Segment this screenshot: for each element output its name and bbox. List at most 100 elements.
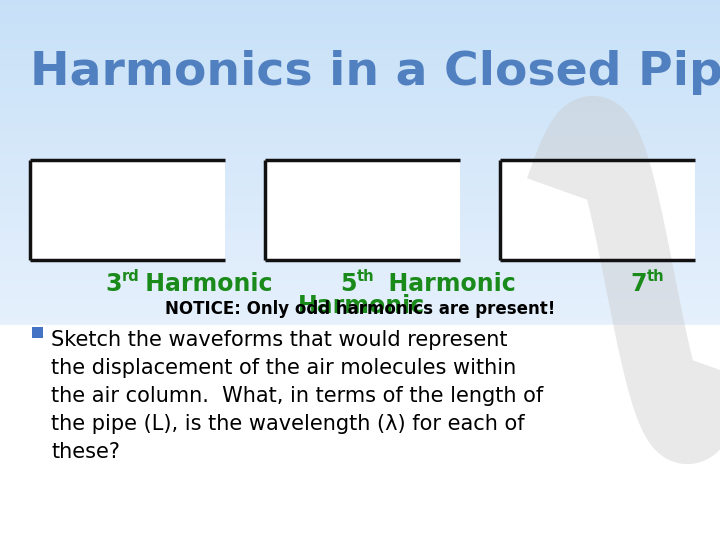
Bar [0,378,720,380]
Bar [0,92,720,93]
Bar [0,254,720,255]
Bar [0,443,720,444]
Bar [0,97,720,99]
Bar [0,0,720,2]
Bar [0,312,720,313]
Bar [0,59,720,61]
Bar [0,353,720,355]
Bar [0,393,720,394]
Bar [0,54,720,56]
Bar [0,119,720,120]
Bar [0,331,720,333]
Bar [0,70,720,72]
Bar [0,320,720,322]
Bar [0,490,720,491]
Bar [0,147,720,150]
Bar [0,274,720,275]
Bar [0,518,720,520]
Bar [0,342,720,344]
Bar [0,477,720,479]
Text: th: th [357,269,374,284]
Bar [0,200,720,201]
Bar [0,313,720,315]
Bar [0,488,720,490]
Bar [0,301,720,302]
Bar [0,164,720,166]
Bar [0,484,720,486]
Bar [0,139,720,140]
Bar [0,120,720,123]
Bar [0,491,720,493]
Bar [0,520,720,522]
Bar [0,220,720,221]
Bar [0,108,720,110]
Bar [0,423,720,425]
Bar [0,58,720,59]
Text: these?: these? [51,442,120,462]
Bar [0,74,720,76]
Bar [0,56,720,58]
Bar [0,157,720,158]
Bar [0,130,720,131]
Bar [0,103,720,104]
Bar [0,223,720,225]
Bar [0,49,720,50]
Bar [0,531,720,533]
Bar [0,517,720,518]
Bar [0,11,720,12]
Bar [0,382,720,383]
Bar [0,113,720,115]
Bar [0,329,720,331]
Bar [0,72,720,74]
Bar [0,22,720,23]
Bar [0,535,720,536]
Bar [0,501,720,502]
Bar [0,144,720,146]
Bar [0,513,720,515]
Bar [0,302,720,304]
Bar [0,81,720,83]
Bar [0,434,720,436]
Bar [0,173,720,174]
Bar [0,110,720,112]
Bar [0,239,720,241]
Bar [0,234,720,236]
Bar [0,162,720,164]
Bar [0,167,720,169]
Bar [0,509,720,511]
Bar [0,409,720,410]
Bar [0,272,720,274]
Bar [0,367,720,369]
Bar [0,297,720,299]
Bar [0,270,720,272]
Bar [0,293,720,295]
Bar [0,123,720,124]
PathPatch shape [527,96,720,464]
Bar [0,12,720,15]
Bar [0,432,720,434]
Bar [0,474,720,475]
Bar [0,2,720,4]
Bar [0,31,720,32]
Bar [0,124,720,126]
Bar [0,142,720,144]
Bar [0,304,720,306]
Bar [0,221,720,223]
Bar [0,335,720,336]
Text: Harmonic: Harmonic [137,272,272,296]
Bar [0,250,720,252]
Bar [0,417,720,420]
Bar [0,362,720,363]
Bar [0,166,720,167]
Bar [0,216,720,218]
Bar [0,400,720,401]
Bar [0,96,720,97]
Bar [0,104,720,106]
Bar [0,282,720,285]
Bar [0,292,720,293]
Bar [0,265,720,266]
Bar [0,407,720,409]
Bar [0,506,720,508]
Bar [0,390,720,393]
Bar [0,169,720,171]
